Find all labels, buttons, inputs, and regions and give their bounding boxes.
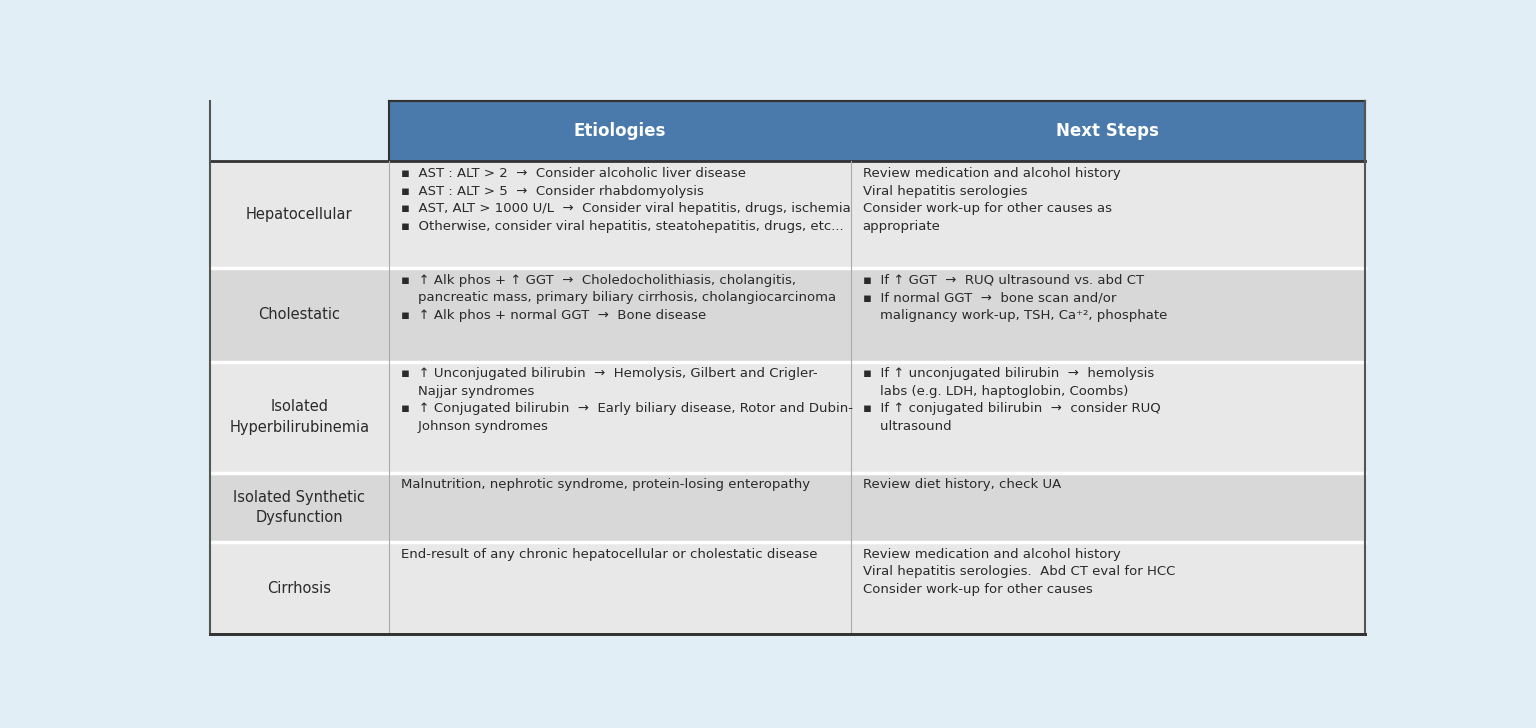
Polygon shape	[210, 362, 389, 472]
Text: Isolated
Hyperbilirubinemia: Isolated Hyperbilirubinemia	[229, 400, 369, 435]
Polygon shape	[210, 162, 389, 268]
Polygon shape	[851, 101, 1364, 162]
Polygon shape	[389, 101, 851, 162]
Text: ▪  If ↑ GGT  →  RUQ ultrasound vs. abd CT
▪  If normal GGT  →  bone scan and/or
: ▪ If ↑ GGT → RUQ ultrasound vs. abd CT ▪…	[863, 274, 1167, 322]
Polygon shape	[210, 101, 389, 162]
Text: Isolated Synthetic
Dysfunction: Isolated Synthetic Dysfunction	[233, 490, 366, 525]
Polygon shape	[210, 472, 1364, 542]
Polygon shape	[210, 362, 1364, 472]
Text: Review medication and alcohol history
Viral hepatitis serologies.  Abd CT eval f: Review medication and alcohol history Vi…	[863, 547, 1175, 596]
Polygon shape	[210, 472, 389, 542]
Text: End-result of any chronic hepatocellular or cholestatic disease: End-result of any chronic hepatocellular…	[401, 547, 817, 561]
Text: Review diet history, check UA: Review diet history, check UA	[863, 478, 1061, 491]
Text: Hepatocellular: Hepatocellular	[246, 207, 353, 222]
Text: ▪  AST : ALT > 2  →  Consider alcoholic liver disease
▪  AST : ALT > 5  →  Consi: ▪ AST : ALT > 2 → Consider alcoholic liv…	[401, 167, 851, 232]
Text: Cirrhosis: Cirrhosis	[267, 580, 332, 596]
Polygon shape	[210, 162, 1364, 268]
Text: ▪  ↑ Unconjugated bilirubin  →  Hemolysis, Gilbert and Crigler-
    Najjar syndr: ▪ ↑ Unconjugated bilirubin → Hemolysis, …	[401, 367, 852, 432]
Text: Malnutrition, nephrotic syndrome, protein-losing enteropathy: Malnutrition, nephrotic syndrome, protei…	[401, 478, 809, 491]
Polygon shape	[210, 542, 389, 634]
Text: ▪  If ↑ unconjugated bilirubin  →  hemolysis
    labs (e.g. LDH, haptoglobin, Co: ▪ If ↑ unconjugated bilirubin → hemolysi…	[863, 367, 1160, 432]
Text: Next Steps: Next Steps	[1057, 122, 1160, 141]
Polygon shape	[210, 101, 1364, 634]
Text: Review medication and alcohol history
Viral hepatitis serologies
Consider work-u: Review medication and alcohol history Vi…	[863, 167, 1120, 232]
Polygon shape	[210, 542, 1364, 634]
Text: Cholestatic: Cholestatic	[258, 307, 341, 323]
Polygon shape	[210, 268, 1364, 362]
Text: ▪  ↑ Alk phos + ↑ GGT  →  Choledocholithiasis, cholangitis,
    pancreatic mass,: ▪ ↑ Alk phos + ↑ GGT → Choledocholithias…	[401, 274, 836, 322]
Polygon shape	[210, 268, 389, 362]
Text: Etiologies: Etiologies	[573, 122, 667, 141]
